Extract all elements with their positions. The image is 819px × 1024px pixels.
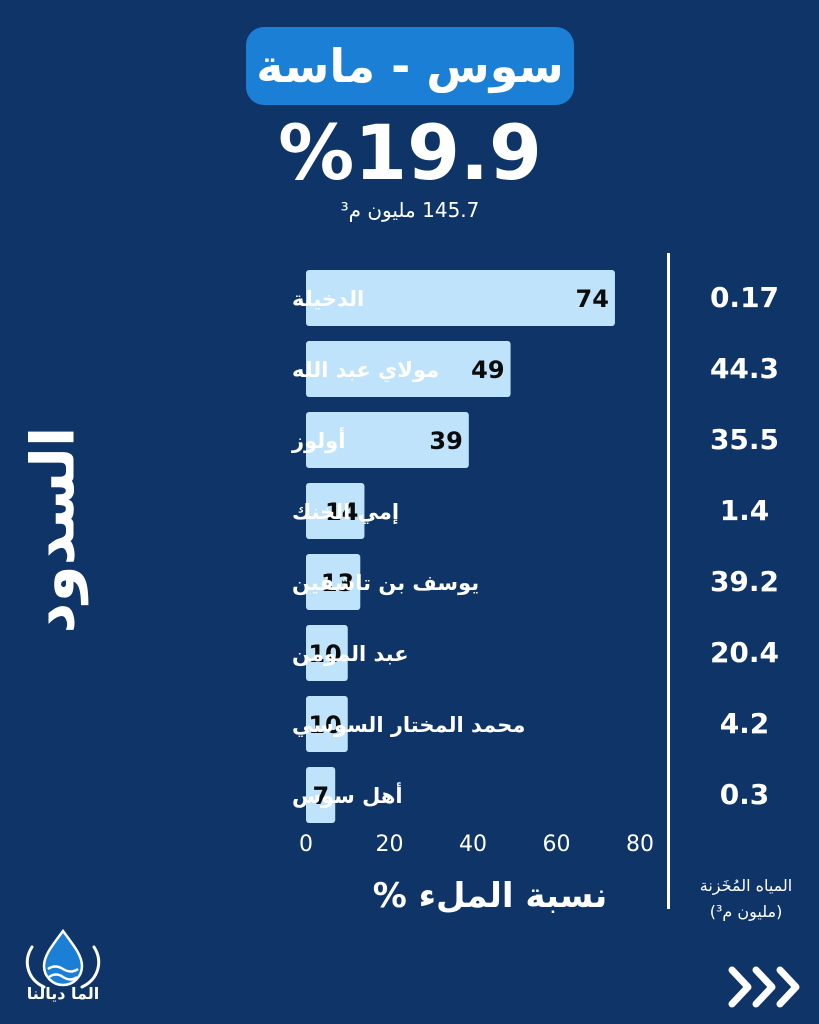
bar-value-label: 10 <box>308 640 341 668</box>
x-tick-label: 80 <box>626 832 654 857</box>
overall-fill-rate: %19.9 <box>278 108 542 197</box>
water-drop-logo-icon <box>25 928 101 989</box>
stored-value: 35.5 <box>709 423 780 456</box>
bar <box>306 625 348 681</box>
category-label: محمد المختار السوسي <box>292 713 525 737</box>
bar <box>306 412 469 468</box>
bar-value-label: 10 <box>308 711 341 739</box>
bar-value-label: 7 <box>313 782 330 810</box>
bar-value-label: 14 <box>325 498 358 526</box>
chart-title: سوس - ماسة <box>256 39 564 93</box>
x-tick-label: 60 <box>543 832 571 857</box>
overall-stored-volume: 145.7 مليون م³ <box>340 198 480 222</box>
stored-value: 0.17 <box>709 281 780 314</box>
x-tick-label: 0 <box>299 832 313 857</box>
bar <box>306 696 348 752</box>
stored-value: 44.3 <box>709 352 780 385</box>
stored-column-header: المياه المُخَزنة (مليون م³) <box>676 873 816 929</box>
bar <box>306 767 336 823</box>
category-label: أهل سوس <box>292 781 403 808</box>
bar <box>306 483 365 539</box>
x-axis-label: نسبة الملء % <box>372 876 608 916</box>
category-label: الدخيلة <box>292 287 364 311</box>
triple-chevron-right-icon[interactable] <box>726 962 806 1012</box>
category-label: يوسف بن تاشفين <box>292 571 479 595</box>
stored-value: 1.4 <box>719 494 770 527</box>
x-tick-label: 20 <box>376 832 404 857</box>
chart-title-box: سوس - ماسة <box>246 27 574 105</box>
bar-value-label: 74 <box>576 285 609 313</box>
category-label: أولوز <box>291 426 345 453</box>
bar-value-label: 49 <box>471 356 504 384</box>
bar <box>306 341 511 397</box>
stored-value: 20.4 <box>709 636 780 669</box>
category-label: إمي الخنك <box>292 500 399 524</box>
category-label: عبد المومن <box>292 642 409 666</box>
stored-value: 0.3 <box>719 778 770 811</box>
logo-text: الما ديالنا <box>26 984 100 1003</box>
stored-value: 39.2 <box>709 565 780 598</box>
column-divider <box>667 253 670 909</box>
x-tick-label: 40 <box>459 832 487 857</box>
bar <box>306 270 615 326</box>
bar <box>306 554 361 610</box>
stored-header-line1: المياه المُخَزنة <box>699 876 793 895</box>
category-label: مولاي عبد الله <box>292 358 439 383</box>
bar-value-label: 13 <box>321 569 354 597</box>
stored-header-line2: (مليون م³) <box>709 902 783 921</box>
bar-value-label: 39 <box>429 427 462 455</box>
stored-value: 4.2 <box>719 707 770 740</box>
